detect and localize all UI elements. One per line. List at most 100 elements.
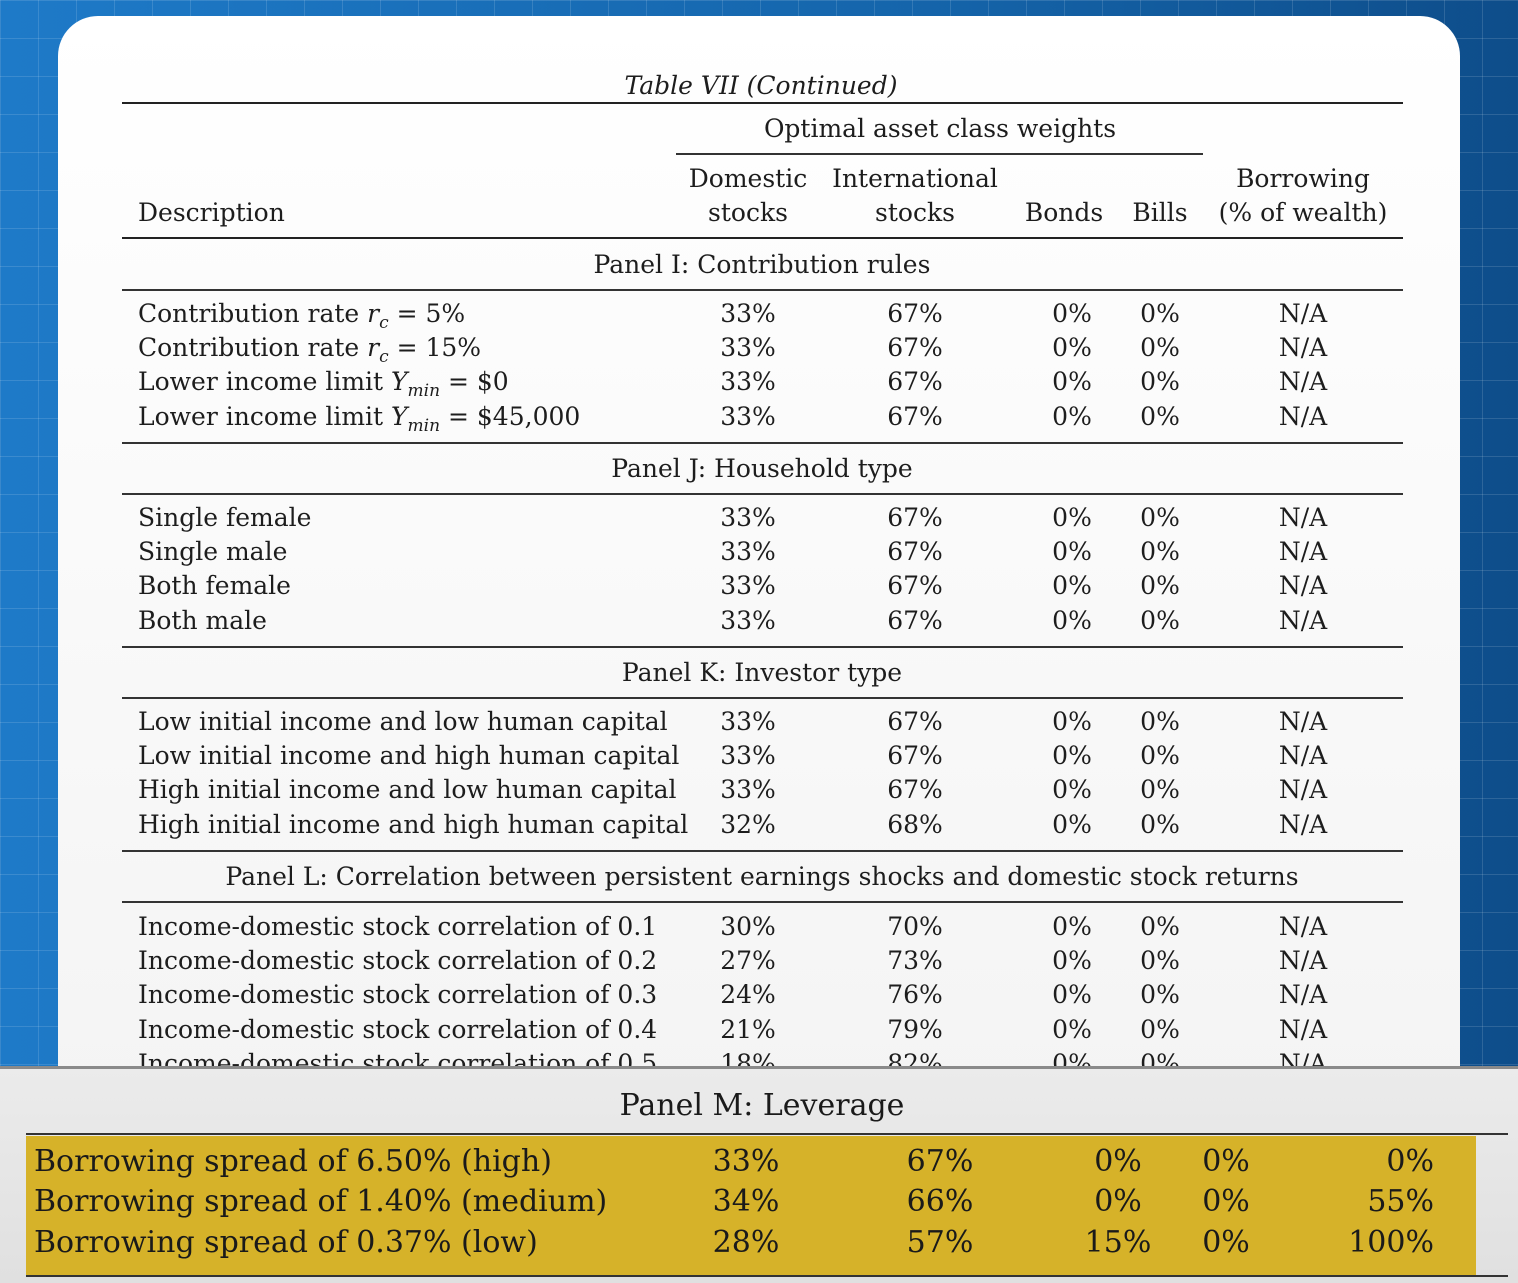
row-label: Lower income limit Ymin = $45,000 bbox=[138, 402, 581, 436]
cell-bonds: 0% bbox=[1052, 707, 1092, 736]
row-label: Low initial income and low human capital bbox=[138, 707, 668, 736]
cell-borrowing: N/A bbox=[1278, 606, 1328, 635]
cell-borrowing: N/A bbox=[1278, 1015, 1328, 1044]
table-caption: Table VII (Continued) bbox=[624, 71, 898, 100]
cell-bills: 0% bbox=[1140, 775, 1180, 804]
cell-borrowing: 55% bbox=[1367, 1184, 1434, 1219]
borrowing-header-line2: (% of wealth) bbox=[1218, 198, 1388, 227]
cell-international: 67% bbox=[887, 299, 943, 328]
cell-bills: 0% bbox=[1140, 606, 1180, 635]
panel-i-title: Panel I: Contribution rules bbox=[593, 250, 931, 279]
row-label: Both male bbox=[138, 606, 267, 635]
cell-borrowing: N/A bbox=[1278, 402, 1328, 431]
cell-bonds: 0% bbox=[1052, 912, 1092, 941]
cell-borrowing: N/A bbox=[1278, 707, 1328, 736]
panel-k-title: Panel K: Investor type bbox=[621, 658, 903, 687]
table-card: Table VII (Continued) Optimal asset clas… bbox=[58, 16, 1460, 1116]
top-rule bbox=[122, 102, 1403, 104]
cell-bonds: 0% bbox=[1052, 1015, 1092, 1044]
cell-domestic: 33% bbox=[720, 775, 776, 804]
domestic-header-line2: stocks bbox=[708, 198, 788, 227]
cell-domestic: 27% bbox=[720, 946, 776, 975]
row-label: Borrowing spread of 0.37% (low) bbox=[34, 1225, 538, 1260]
cell-domestic: 21% bbox=[720, 1015, 776, 1044]
cell-bonds: 0% bbox=[1052, 503, 1092, 532]
cell-domestic: 33% bbox=[720, 402, 776, 431]
cell-domestic: 33% bbox=[720, 606, 776, 635]
cell-bonds: 15% bbox=[1084, 1225, 1152, 1260]
borrowing-header-line1: Borrowing bbox=[1236, 164, 1370, 193]
row-label: Borrowing spread of 1.40% (medium) bbox=[34, 1184, 608, 1219]
bills-header: Bills bbox=[1132, 198, 1188, 227]
cell-bonds: 0% bbox=[1052, 946, 1092, 975]
cell-international: 67% bbox=[887, 606, 943, 635]
row-label: Single female bbox=[138, 503, 312, 532]
cell-bills: 0% bbox=[1140, 299, 1180, 328]
cell-international: 67% bbox=[887, 537, 943, 566]
cell-borrowing: N/A bbox=[1278, 333, 1328, 362]
domestic-header-line1: Domestic bbox=[688, 164, 808, 193]
cell-bonds: 0% bbox=[1094, 1144, 1142, 1179]
cell-bonds: 0% bbox=[1052, 402, 1092, 431]
cell-bills: 0% bbox=[1140, 402, 1180, 431]
row-label: Borrowing spread of 6.50% (high) bbox=[34, 1144, 552, 1179]
cell-international: 68% bbox=[887, 810, 943, 839]
panel-m-title: Panel M: Leverage bbox=[619, 1088, 905, 1123]
panel-k-rule bbox=[122, 697, 1403, 699]
cell-borrowing: N/A bbox=[1278, 537, 1328, 566]
cell-domestic: 30% bbox=[720, 912, 776, 941]
cell-international: 67% bbox=[887, 333, 943, 362]
cell-borrowing: N/A bbox=[1278, 571, 1328, 600]
cell-domestic: 33% bbox=[720, 367, 776, 396]
cell-borrowing: 100% bbox=[1348, 1225, 1434, 1260]
cell-bills: 0% bbox=[1140, 1015, 1180, 1044]
row-label: High initial income and low human capita… bbox=[138, 775, 677, 804]
cell-bills: 0% bbox=[1140, 741, 1180, 770]
cell-bills: 0% bbox=[1140, 980, 1180, 1009]
cell-bonds: 0% bbox=[1052, 333, 1092, 362]
cell-borrowing: N/A bbox=[1278, 912, 1328, 941]
cell-domestic: 33% bbox=[720, 333, 776, 362]
cell-bonds: 0% bbox=[1052, 980, 1092, 1009]
international-header-line2: stocks bbox=[875, 198, 955, 227]
cell-bills: 0% bbox=[1140, 537, 1180, 566]
row-label: Income-domestic stock correlation of 0.2 bbox=[138, 946, 658, 975]
cell-bonds: 0% bbox=[1052, 367, 1092, 396]
panel-j-bottom-rule bbox=[122, 646, 1403, 648]
cell-domestic: 33% bbox=[720, 707, 776, 736]
cell-domestic: 33% bbox=[712, 1144, 780, 1179]
row-label: Income-domestic stock correlation of 0.4 bbox=[138, 1015, 658, 1044]
cell-international: 76% bbox=[887, 980, 943, 1009]
cell-domestic: 33% bbox=[720, 741, 776, 770]
cell-bills: 0% bbox=[1140, 333, 1180, 362]
cell-domestic: 24% bbox=[720, 980, 776, 1009]
row-label: Lower income limit Ymin = $0 bbox=[138, 367, 509, 401]
cell-international: 67% bbox=[887, 367, 943, 396]
cell-borrowing: 0% bbox=[1386, 1144, 1434, 1179]
description-header: Description bbox=[138, 198, 285, 227]
cell-international: 67% bbox=[887, 707, 943, 736]
panel-l-rule bbox=[122, 901, 1403, 903]
cell-domestic: 33% bbox=[720, 299, 776, 328]
cell-bills: 0% bbox=[1202, 1184, 1250, 1219]
cell-bills: 0% bbox=[1140, 810, 1180, 839]
cell-bills: 0% bbox=[1140, 503, 1180, 532]
header-rule bbox=[122, 237, 1403, 239]
cell-international: 79% bbox=[887, 1015, 943, 1044]
cell-bills: 0% bbox=[1140, 912, 1180, 941]
row-label: Both female bbox=[138, 571, 291, 600]
cell-borrowing: N/A bbox=[1278, 503, 1328, 532]
cell-international: 67% bbox=[887, 741, 943, 770]
cell-international: 73% bbox=[887, 946, 943, 975]
group-header-underline bbox=[676, 153, 1203, 155]
row-label: Contribution rate rc = 15% bbox=[138, 333, 482, 367]
cell-bills: 0% bbox=[1202, 1144, 1250, 1179]
cell-bills: 0% bbox=[1140, 946, 1180, 975]
cell-borrowing: N/A bbox=[1278, 946, 1328, 975]
cell-international: 66% bbox=[906, 1184, 974, 1219]
cell-domestic: 34% bbox=[712, 1184, 780, 1219]
panel-m-bottom-rule bbox=[26, 1275, 1508, 1277]
panel-i-rule bbox=[122, 289, 1403, 291]
cell-international: 67% bbox=[887, 503, 943, 532]
cell-borrowing: N/A bbox=[1278, 810, 1328, 839]
